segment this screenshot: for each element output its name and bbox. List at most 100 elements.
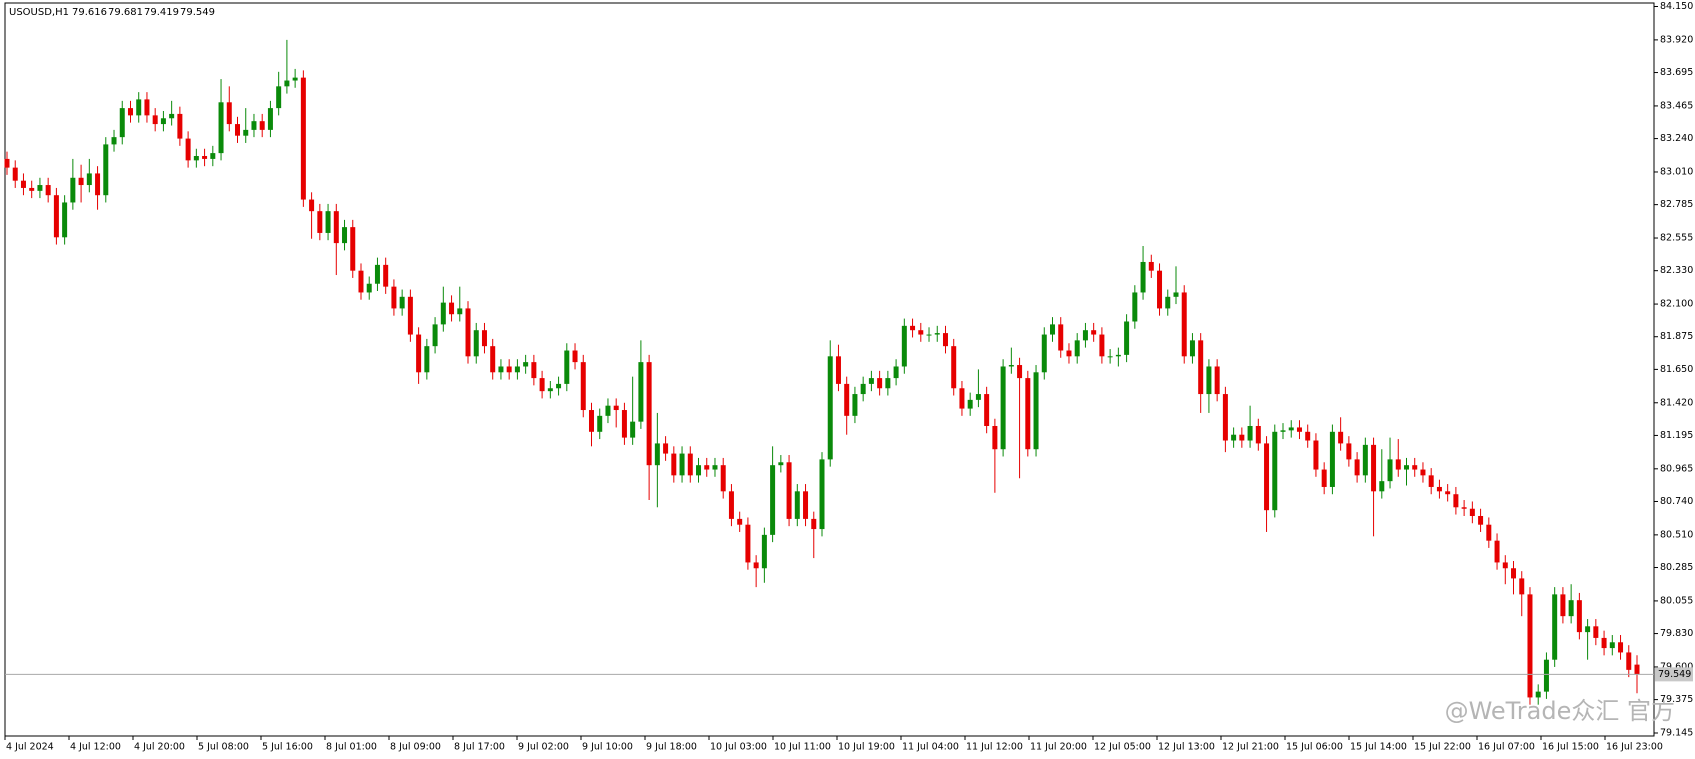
candle-body [111, 137, 117, 145]
x-tick-label: 9 Jul 18:00 [646, 742, 697, 753]
candle-body [959, 388, 965, 409]
candle-body [1576, 600, 1582, 633]
candle-body [663, 443, 669, 454]
candle-body [1346, 443, 1352, 460]
candle-body [1601, 637, 1607, 649]
candle-body [1000, 366, 1006, 450]
y-tick-label: 79.145 [1660, 728, 1693, 739]
candle-body [1428, 475, 1434, 487]
x-tick-label: 4 Jul 12:00 [70, 742, 121, 753]
y-tick-label: 83.240 [1660, 133, 1693, 144]
candle-body [1511, 568, 1517, 579]
candle-body [1189, 340, 1195, 357]
candle-body [432, 324, 438, 347]
x-tick-label: 10 Jul 03:00 [710, 742, 767, 753]
candle-body [1264, 443, 1270, 511]
candle-body [835, 356, 841, 384]
candle-body [1552, 594, 1558, 660]
candle-body [1453, 494, 1459, 508]
candle-body [1173, 292, 1179, 297]
candle-body [407, 296, 413, 335]
candle-body [1313, 440, 1319, 470]
candle-body [720, 465, 726, 492]
x-tick-label: 12 Jul 05:00 [1094, 742, 1151, 753]
header-close: 79.549 [180, 7, 215, 18]
candle-body [1321, 469, 1327, 487]
candle-body [1445, 491, 1451, 495]
candle-body [523, 362, 529, 367]
candle-body [1066, 350, 1072, 357]
candle-body [564, 350, 570, 384]
candle-body [1618, 642, 1624, 653]
candle-body [1329, 431, 1335, 487]
candle-body [638, 362, 644, 422]
y-tick-label: 82.785 [1660, 199, 1693, 210]
candle-body [37, 185, 43, 191]
candle-body [317, 211, 323, 233]
y-tick-label: 83.695 [1660, 67, 1693, 78]
candle-body [267, 108, 273, 130]
candle-body [1288, 427, 1294, 431]
candle-body [794, 491, 800, 519]
header: USOUSD,H1 79.616 79.681 79.419 79.549 [9, 7, 215, 18]
candle-body [547, 388, 553, 392]
candle-body [646, 362, 652, 466]
y-tick-label: 83.465 [1660, 100, 1693, 111]
y-tick-label: 80.740 [1660, 496, 1693, 507]
candle-body [226, 102, 232, 125]
y-tick-label: 80.965 [1660, 463, 1693, 474]
candle-body [877, 378, 883, 389]
candle-body [1296, 427, 1302, 432]
candle-body [918, 330, 924, 335]
candle-body [424, 346, 430, 373]
header-low: 79.419 [144, 7, 179, 18]
candle-body [490, 346, 496, 373]
candle-body [292, 77, 298, 81]
candle-body [580, 362, 586, 411]
y-tick-label: 79.600 [1660, 661, 1693, 672]
candle-body [704, 465, 710, 470]
candle-body [1436, 486, 1442, 492]
candle-body [1239, 434, 1245, 441]
candle-body [827, 356, 833, 460]
candle-body [95, 173, 101, 196]
candle-body [712, 465, 718, 470]
candle-body [531, 362, 537, 379]
candle-body [901, 325, 907, 367]
price-label: 79.549 [1658, 669, 1691, 680]
candle-body [621, 410, 627, 438]
candle-body [350, 227, 356, 271]
candle-body [53, 195, 59, 238]
candle-body [29, 187, 35, 191]
candle-body [934, 333, 940, 335]
candle-body [811, 518, 817, 530]
x-tick-label: 11 Jul 12:00 [966, 742, 1023, 753]
candle-body [1387, 459, 1393, 482]
candle-body [366, 283, 372, 293]
candle-body [70, 177, 76, 203]
candle-body [1140, 261, 1146, 293]
y-tick-label: 84.150 [1660, 1, 1693, 12]
candle-body [1017, 365, 1023, 379]
y-tick-label: 80.510 [1660, 529, 1693, 540]
candle-body [1008, 365, 1014, 367]
candle-body [1395, 459, 1401, 470]
candle-body [202, 156, 208, 159]
x-tick-label: 10 Jul 19:00 [838, 742, 895, 753]
candle-body [770, 465, 776, 535]
candle-body [1181, 292, 1187, 357]
candle-body [992, 425, 998, 450]
candle-body [399, 296, 405, 309]
x-tick-label: 5 Jul 08:00 [198, 742, 249, 753]
candle-body [259, 121, 265, 130]
candle-body [1115, 354, 1121, 357]
x-tick-label: 9 Jul 02:00 [518, 742, 569, 753]
candle-body [1247, 425, 1253, 441]
candle-body [942, 333, 948, 347]
candle-body [1222, 394, 1228, 441]
candle-body [1585, 626, 1591, 633]
candle-body [761, 534, 767, 569]
candle-body [605, 405, 611, 416]
candle-body [243, 129, 249, 136]
